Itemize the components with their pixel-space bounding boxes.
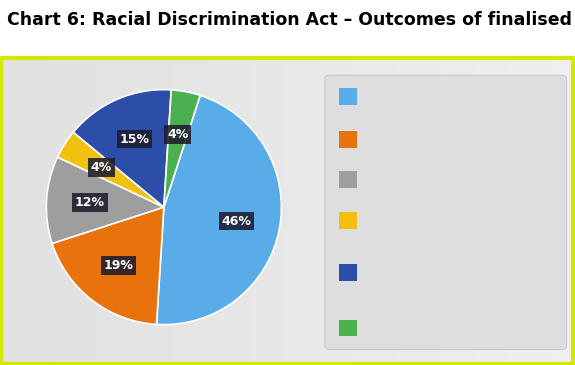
FancyBboxPatch shape — [325, 75, 566, 350]
Text: Withdrawn: Withdrawn — [362, 173, 426, 187]
Text: 15%: 15% — [120, 133, 150, 146]
FancyBboxPatch shape — [339, 88, 356, 105]
Wedge shape — [58, 132, 164, 207]
Text: 4%: 4% — [91, 161, 112, 174]
Text: 12%: 12% — [75, 196, 105, 209]
Text: 46%: 46% — [222, 215, 251, 227]
Wedge shape — [52, 207, 164, 324]
Text: Conciliated: Conciliated — [362, 90, 428, 103]
Text: Terminated - other reason: Terminated - other reason — [362, 322, 516, 334]
Text: 4%: 4% — [167, 128, 189, 141]
Text: Terminated - no reasonable
prospect of conciliation: Terminated - no reasonable prospect of c… — [362, 258, 524, 287]
Text: Terminated without inquiry: Terminated without inquiry — [362, 214, 522, 227]
Text: Chart 6: Racial Discrimination Act – Outcomes of finalised complaints: Chart 6: Racial Discrimination Act – Out… — [7, 11, 575, 29]
FancyBboxPatch shape — [339, 172, 356, 188]
FancyBboxPatch shape — [339, 212, 356, 228]
FancyBboxPatch shape — [339, 264, 356, 281]
Wedge shape — [164, 90, 200, 207]
FancyBboxPatch shape — [339, 131, 356, 148]
Wedge shape — [74, 90, 171, 207]
Text: 19%: 19% — [104, 259, 133, 272]
Wedge shape — [156, 95, 281, 324]
Text: Discontinued: Discontinued — [362, 133, 440, 146]
Wedge shape — [47, 157, 164, 243]
FancyBboxPatch shape — [339, 319, 356, 337]
